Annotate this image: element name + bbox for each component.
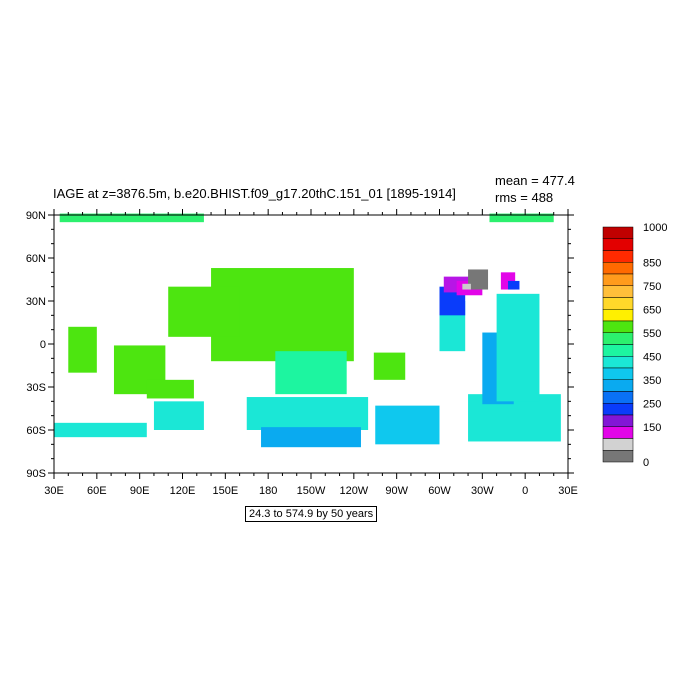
lat-tick-label: 90N (26, 210, 46, 222)
data-patch (489, 213, 554, 223)
colorbar-swatch (602, 391, 634, 404)
colorbar-swatch (602, 367, 634, 380)
lon-tick-label: 150E (212, 485, 238, 497)
colorbar-label: 450 (643, 351, 661, 363)
data-patch (168, 286, 240, 337)
lat-tick-label: 30N (26, 296, 46, 308)
lat-tick-label: 0 (40, 339, 46, 351)
colorbar-label: 550 (643, 328, 661, 340)
lat-ticks: 90N 60N 30N 0 30S 60S 90S (26, 210, 574, 480)
colorbar-swatch (602, 262, 634, 275)
lon-tick-label: 30E (558, 485, 578, 497)
plot-title: IAGE at z=3876.5m, b.e20.BHIST.f09_g17.2… (53, 186, 456, 201)
colorbar-swatch (602, 356, 634, 369)
colorbar-swatch (602, 250, 634, 263)
lon-tick-label: 120W (339, 485, 368, 497)
colorbar-swatch (602, 403, 634, 416)
colorbar-label: 150 (643, 422, 661, 434)
data-patch (508, 280, 520, 290)
lon-tick-label: 30W (471, 485, 494, 497)
colorbar-swatch (602, 320, 634, 333)
lon-tick-label: 150W (297, 485, 326, 497)
lon-tick-label: 30E (44, 485, 64, 497)
lat-tick-label: 30S (26, 382, 46, 394)
colorbar-swatch (602, 414, 634, 427)
colorbar-swatch (602, 332, 634, 345)
data-patch (153, 401, 204, 430)
lat-tick-label: 60S (26, 425, 46, 437)
lon-tick-label: 90W (385, 485, 408, 497)
data-patch (146, 379, 194, 399)
colorbar-swatch (602, 285, 634, 298)
colorbar-swatch (602, 344, 634, 357)
colorbar-swatch (602, 226, 634, 239)
colorbar-swatch (602, 426, 634, 439)
colorbar-swatch (602, 438, 634, 451)
colorbar-swatch (602, 309, 634, 322)
colorbar-swatch (602, 379, 634, 392)
colorbar-swatch (602, 273, 634, 286)
colorbar-swatch (602, 297, 634, 310)
lon-tick-label: 120E (170, 485, 196, 497)
lon-tick-label: 180 (259, 485, 277, 497)
colorbar-label: 850 (643, 257, 661, 269)
colorbar: 1000 850 750 650 550 450 350 250 150 0 (602, 222, 667, 469)
colorbar-label: 0 (643, 457, 649, 469)
lat-tick-label: 90S (26, 468, 46, 480)
colorbar-label: 750 (643, 281, 661, 293)
data-patch (468, 269, 489, 290)
rms-stat: rms = 488 (495, 190, 554, 205)
range-label: 24.3 to 574.9 by 50 years (245, 506, 378, 522)
colorbar-label: 250 (643, 398, 661, 410)
data-patch (373, 352, 406, 380)
lon-tick-label: 60E (87, 485, 107, 497)
lon-ticks: 30E 60E 90E 120E 150E 180 150W 120W 90W 60W 30W 0 30… (44, 209, 578, 497)
data-fill-layer (54, 213, 561, 448)
colorbar-swatch (602, 238, 634, 251)
data-patch (54, 422, 147, 438)
data-patch (261, 427, 361, 448)
data-patch (246, 397, 369, 430)
lon-tick-label: 90E (130, 485, 150, 497)
data-patch (68, 326, 97, 373)
lon-tick-label: 0 (522, 485, 528, 497)
data-patch (275, 351, 347, 395)
lon-tick-label: 60W (428, 485, 451, 497)
mean-stat: mean = 477.4 (495, 173, 575, 188)
colorbar-label: 1000 (643, 222, 667, 234)
data-patch (59, 213, 204, 223)
lat-tick-label: 60N (26, 253, 46, 265)
colorbar-label: 350 (643, 375, 661, 387)
colorbar-swatch (602, 450, 634, 463)
data-patch (375, 405, 440, 445)
data-patch (462, 283, 471, 290)
data-patch (496, 293, 540, 402)
colorbar-label: 650 (643, 304, 661, 316)
